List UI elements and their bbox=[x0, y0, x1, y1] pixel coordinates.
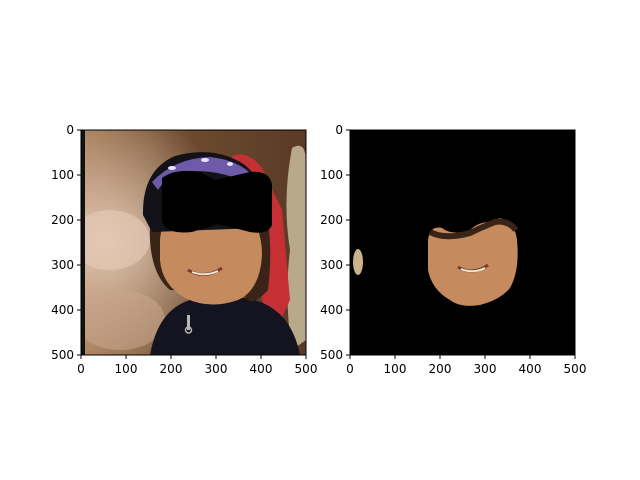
photo-panel-xtick-label-0: 0 bbox=[77, 362, 85, 376]
photo-panel-xtick-label-2: 200 bbox=[160, 362, 183, 376]
photo-panel-ytick-label-1: 100 bbox=[51, 168, 74, 182]
photo-image bbox=[81, 130, 306, 355]
photo-panel-ytick-label-5: 500 bbox=[51, 348, 74, 362]
occluder-shape bbox=[162, 170, 272, 233]
mask-frame bbox=[349, 129, 576, 356]
photo-panel-xtick-label-4: 400 bbox=[250, 362, 273, 376]
mask-panel-ytick-label-0: 0 bbox=[335, 123, 343, 137]
mask-panel-ytick-label-4: 400 bbox=[320, 303, 343, 317]
mask-panel-ytick-label-2: 200 bbox=[320, 213, 343, 227]
mask-panel-xtick-label-2: 200 bbox=[429, 362, 452, 376]
photo-panel-xtick-label-3: 300 bbox=[205, 362, 228, 376]
photo-panel-ytick-label-0: 0 bbox=[66, 123, 74, 137]
mask-panel-xtick-label-3: 300 bbox=[474, 362, 497, 376]
mask-panel-ytick-label-1: 100 bbox=[320, 168, 343, 182]
stray-blob bbox=[353, 249, 363, 275]
face-mask-shape bbox=[428, 218, 518, 306]
visor-shape bbox=[152, 157, 252, 190]
mask-panel-xtick-label-1: 100 bbox=[384, 362, 407, 376]
mask-panel-ytick-label-3: 300 bbox=[320, 258, 343, 272]
photo-panel-ytick-label-4: 400 bbox=[51, 303, 74, 317]
trophy-shape bbox=[286, 145, 306, 350]
mask-panel-ytick-label-5: 500 bbox=[320, 348, 343, 362]
photo-frame bbox=[80, 129, 307, 356]
mask-image bbox=[350, 130, 575, 355]
photo-panel-xtick-label-5: 500 bbox=[295, 362, 318, 376]
mask-panel-xtick-label-4: 400 bbox=[519, 362, 542, 376]
photo-panel-xtick-label-1: 100 bbox=[115, 362, 138, 376]
mask-panel-xtick-label-5: 500 bbox=[564, 362, 587, 376]
photo-panel-ytick-label-3: 300 bbox=[51, 258, 74, 272]
jacket-shape bbox=[150, 298, 300, 355]
mask-panel-xtick-label-0: 0 bbox=[346, 362, 354, 376]
photo-panel-ytick-label-2: 200 bbox=[51, 213, 74, 227]
